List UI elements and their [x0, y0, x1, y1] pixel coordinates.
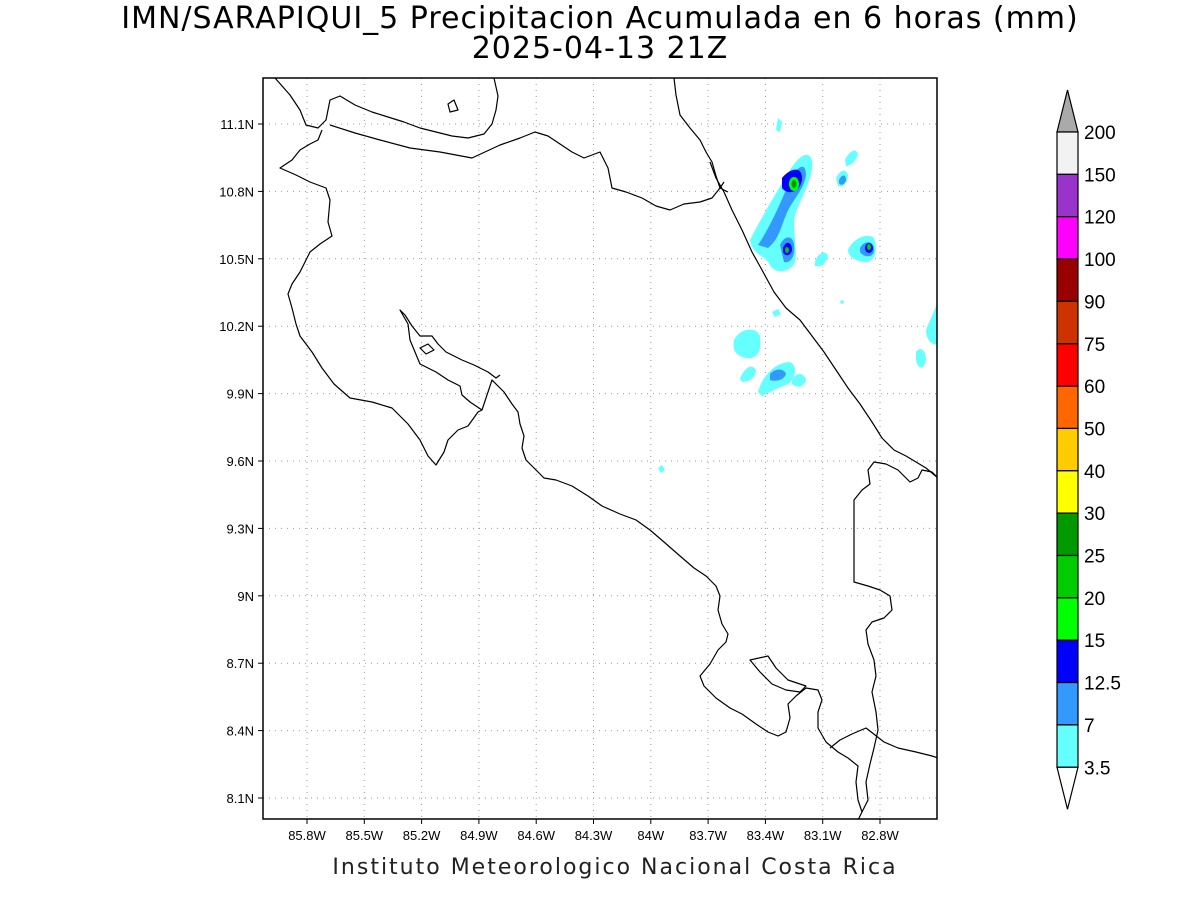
precip-area-35: [776, 118, 782, 132]
map-title: IMN/SARAPIQUI_5 Precipitacion Acumulada …: [121, 1, 1079, 36]
colorbar-swatch: [1056, 724, 1079, 768]
lon-tick-label: 84.3W: [575, 828, 613, 843]
colorbar-swatch: [1056, 639, 1079, 684]
lat-tick-label: 8.1N: [227, 791, 254, 806]
colorbar-label: 12.5: [1084, 674, 1121, 695]
lake-nicaragua-shore: [274, 78, 499, 139]
colorbar-label: 75: [1084, 335, 1105, 356]
lon-tick-label: 83.4W: [747, 828, 785, 843]
colorbar-label: 90: [1084, 292, 1105, 313]
colorbar-swatch: [1056, 216, 1079, 260]
lon-tick-label: 84.9W: [460, 828, 498, 843]
colorbar-swatch: [1056, 681, 1079, 726]
precip-area-35: [916, 349, 926, 368]
lat-tick-label: 10.2N: [219, 319, 254, 334]
precip-area-35: [658, 465, 665, 473]
lon-tick-label: 85.8W: [288, 828, 326, 843]
map-frame: [262, 77, 938, 820]
lon-tick-label: 83.7W: [689, 828, 727, 843]
lon-tick-label: 85.2W: [403, 828, 441, 843]
colorbar-label: 7: [1084, 716, 1095, 737]
burica-peninsula: [853, 461, 937, 813]
precip-area-35: [772, 309, 781, 317]
colorbar-label: 15: [1084, 631, 1105, 652]
colorbar-label: 120: [1084, 208, 1116, 229]
lon-tick-label: 84.6W: [517, 828, 555, 843]
lat-tick-label: 10.8N: [219, 184, 254, 199]
latitude-axis: 11.1N 10.8N 10.5N 10.2N 9.9N 9.6N 9.3N 9N 8.7N 8.…: [219, 117, 263, 806]
caribbean-coast: [709, 161, 937, 478]
pacific-coast-nicoya: [279, 129, 501, 466]
nicaragua-costa-rica-border: [329, 124, 729, 211]
colorbar-label: 25: [1084, 547, 1105, 568]
colorbar-label: 50: [1084, 419, 1105, 440]
precip-area-7: [839, 175, 846, 185]
precip-area-25: [785, 247, 789, 253]
lon-tick-label: 82.8W: [861, 828, 899, 843]
precip-area-35: [840, 300, 844, 304]
lat-tick-label: 10.5N: [219, 252, 254, 267]
colorbar-swatch: [1056, 343, 1079, 387]
lat-tick-label: 11.1N: [220, 117, 254, 132]
precip-area-25: [867, 244, 871, 250]
colorbar-swatch: [1056, 173, 1079, 218]
precipitation-field: [658, 118, 937, 473]
precip-area-35: [733, 329, 761, 359]
colorbar-label: 150: [1084, 165, 1116, 186]
colorbar-swatch: [1056, 470, 1079, 514]
colorbar-swatch: [1056, 512, 1079, 557]
precip-area-35: [740, 366, 756, 382]
lat-tick-label: 9.6N: [227, 454, 254, 469]
precip-area-30: [791, 180, 797, 188]
colorbar-label: 20: [1084, 589, 1105, 610]
map-date-subtitle: 2025-04-13 21Z: [471, 31, 729, 66]
lon-tick-label: 85.5W: [346, 828, 384, 843]
footer-credit: Instituto Meteorologico Nacional Costa R…: [332, 855, 898, 880]
colorbar-swatch: [1056, 258, 1079, 302]
lat-tick-label: 8.4N: [227, 724, 254, 739]
colorbar-label: 200: [1084, 123, 1116, 144]
lon-tick-label: 84W: [637, 828, 664, 843]
precip-area-35: [792, 374, 806, 387]
colorbar-top-arrow: [1056, 89, 1079, 133]
lat-tick-label: 8.7N: [227, 656, 254, 671]
gulf-island: [419, 343, 435, 355]
lat-tick-label: 9.3N: [227, 521, 254, 536]
nicaragua-caribbean-coast: [673, 78, 725, 189]
coastlines-and-borders: [274, 78, 937, 819]
colorbar-swatch: [1056, 385, 1079, 430]
longitude-axis: 85.8W 85.5W 85.2W 84.9W 84.6W 84.3W 84W 83.7W 83…: [288, 819, 900, 843]
colorbar-swatch: [1056, 554, 1079, 599]
lon-tick-label: 83.1W: [804, 828, 842, 843]
colorbar-label: 40: [1084, 462, 1105, 483]
precip-area-35: [845, 150, 858, 166]
osa-peninsula: [749, 655, 807, 693]
colorbar-swatch: [1056, 300, 1079, 345]
precip-area-35: [815, 252, 828, 267]
lat-tick-label: 9.9N: [227, 387, 254, 402]
lat-tick-label: 9N: [237, 589, 254, 604]
colorbar-legend: 200 150 120 100 90 75 60 50 40 30 25 20 15 12.5 7 3.5: [1056, 89, 1121, 810]
precip-area-7: [770, 369, 786, 381]
colorbar-bottom-arrow: [1056, 766, 1079, 810]
colorbar-label: 60: [1084, 377, 1105, 398]
colorbar-swatch: [1056, 597, 1079, 641]
colorbar-label: 100: [1084, 250, 1116, 271]
lake-island: [447, 99, 459, 113]
colorbar-label: 3.5: [1084, 758, 1110, 779]
panama-coast: [829, 727, 937, 759]
pacific-coast-south: [481, 379, 863, 819]
map-gridlines: [263, 78, 937, 819]
colorbar-swatch: [1056, 131, 1079, 175]
precip-area-35: [926, 303, 937, 345]
colorbar-label: 30: [1084, 504, 1105, 525]
colorbar-swatch: [1056, 427, 1079, 472]
